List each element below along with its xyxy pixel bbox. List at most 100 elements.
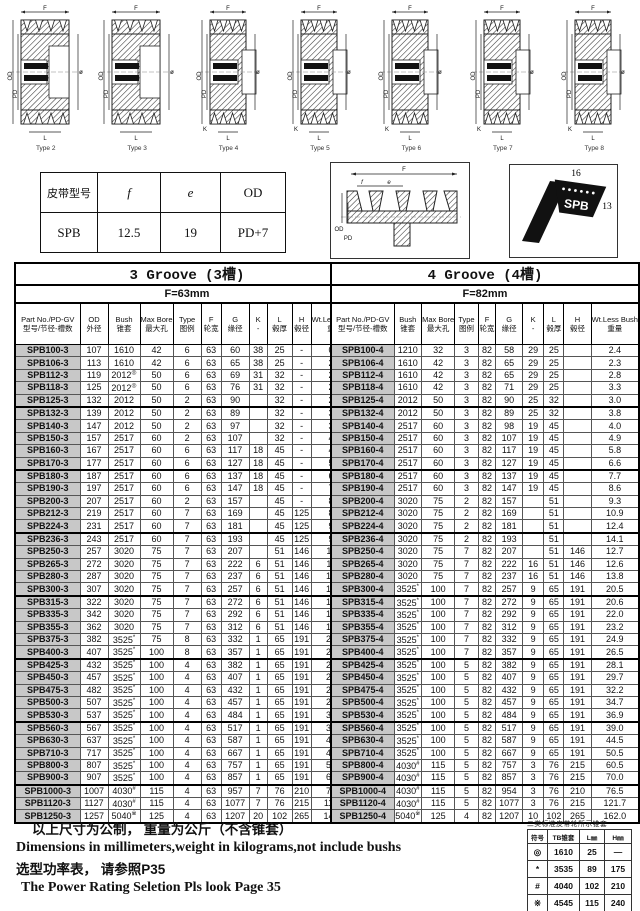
bush-row: #4040 102 210 xyxy=(527,877,632,895)
value-cell: 137 xyxy=(220,468,250,484)
value-cell: 4.0 xyxy=(590,419,640,433)
value-cell xyxy=(563,431,592,446)
value-cell: 125 xyxy=(291,507,312,521)
value-cell: 82 xyxy=(477,494,497,509)
value-cell: 75 xyxy=(139,620,174,635)
bush-row: ※ 4545 115 240 xyxy=(527,894,632,911)
svg-text:OD: OD xyxy=(335,227,345,233)
value-cell xyxy=(248,405,268,421)
value-cell: 6 xyxy=(248,620,268,635)
part-no-cell: SPB400-4 xyxy=(330,645,395,660)
value-cell: 65 xyxy=(543,746,565,760)
part-no-cell: SPB132-3 xyxy=(14,405,81,421)
bush-header-cell: TB锥套 xyxy=(547,829,580,844)
value-cell: 4 xyxy=(172,657,202,673)
value-cell: 65 xyxy=(266,720,293,736)
part-no-cell: SPB500-4 xyxy=(330,695,395,710)
value-cell xyxy=(563,368,592,383)
table-row: SPB315-332230207576327265114614.2 xyxy=(14,594,360,610)
table-row: SPB106-4 1610 42 3 82 65 29 25 2.3 xyxy=(330,356,640,370)
value-cell: 1 xyxy=(248,758,268,773)
value-cell: 7 xyxy=(172,545,202,559)
value-cell: 587 xyxy=(495,734,523,748)
value-cell: 32 xyxy=(266,368,293,383)
value-cell: - xyxy=(291,482,312,496)
value-cell: 191 xyxy=(291,708,312,723)
value-cell: 45 xyxy=(266,468,293,484)
table-row: SPB125-4 2012 50 3 82 90 25 32 3.0 xyxy=(330,393,640,408)
value-cell: 25 xyxy=(266,356,293,370)
value-cell: 18 xyxy=(248,444,268,458)
value-cell: 45 xyxy=(543,456,565,471)
value-cell: 2517 xyxy=(393,456,423,471)
value-cell: 90 xyxy=(495,393,523,408)
value-cell: 1610 xyxy=(107,356,141,370)
value-cell: 25 xyxy=(543,368,565,383)
value-cell: 63 xyxy=(200,758,222,773)
table-row: SPB212-4 3020 75 2 82 169 51 10.9 xyxy=(330,507,640,521)
value-cell: 6 xyxy=(248,557,268,572)
value-cell: 63 xyxy=(200,671,222,685)
value-cell: 484 xyxy=(220,708,250,723)
value-cell: 76.5 xyxy=(590,783,640,799)
value-cell: 3.0 xyxy=(590,393,640,408)
value-cell: 29 xyxy=(521,356,545,370)
figure-label: Type 2 xyxy=(35,145,56,152)
value-cell: 100 xyxy=(421,695,456,710)
value-cell: - xyxy=(291,405,312,421)
part-no-cell: SPB106-3 xyxy=(14,356,81,370)
value-cell: 191 xyxy=(563,594,592,610)
value-cell: 3020 xyxy=(107,620,141,635)
part-no-cell: SPB630-3 xyxy=(14,734,81,748)
value-cell: 25 xyxy=(543,356,565,370)
value-cell: 1210 xyxy=(393,343,423,358)
part-no-cell: SPB100-4 xyxy=(330,343,395,358)
value-cell: 32 xyxy=(266,393,293,408)
table-title: 4 Groove (4槽) xyxy=(330,262,640,286)
value-cell: 3 xyxy=(454,356,479,370)
value-cell: 65 xyxy=(543,608,565,622)
value-cell: - xyxy=(291,368,312,383)
svg-text:L: L xyxy=(134,136,138,142)
value-cell xyxy=(521,545,545,559)
value-cell: 167 xyxy=(79,444,109,458)
value-cell: 3020 xyxy=(107,570,141,584)
value-cell: 45 xyxy=(543,444,565,458)
value-cell: 3525* xyxy=(107,695,141,710)
value-cell: 19 xyxy=(521,419,545,433)
value-cell: 75 xyxy=(421,545,456,559)
value-cell: 32 xyxy=(266,381,293,395)
value-cell: 63 xyxy=(200,507,222,521)
value-cell: 146 xyxy=(563,545,592,559)
value-cell: 65 xyxy=(266,683,293,697)
value-cell: 65 xyxy=(266,695,293,710)
value-cell: 76 xyxy=(266,783,293,799)
value-cell: 7 xyxy=(248,783,268,799)
value-cell: 6 xyxy=(172,343,202,358)
value-cell: 82 xyxy=(477,456,497,471)
value-cell: 63 xyxy=(200,456,222,471)
value-cell: 36.9 xyxy=(590,708,640,723)
value-cell: 28.1 xyxy=(590,657,640,673)
value-cell: 537 xyxy=(79,708,109,723)
part-no-cell: SPB450-4 xyxy=(330,671,395,685)
table-row: SPB530-4 3525* 100 5 82 484 9 65 191 36.9 xyxy=(330,708,640,723)
part-no-cell: SPB710-4 xyxy=(330,746,395,760)
value-cell: 3525* xyxy=(393,608,423,622)
value-cell: 45 xyxy=(266,444,293,458)
value-cell: 60 xyxy=(139,482,174,496)
column-header: G 缘径 xyxy=(495,302,523,345)
table-title: 3 Groove (3槽) xyxy=(14,262,360,286)
value-cell: 146 xyxy=(291,620,312,635)
part-no-cell: SPB315-3 xyxy=(14,594,81,610)
value-cell: 65 xyxy=(266,758,293,773)
value-cell: 63 xyxy=(200,393,222,408)
table-row: SPB1120-4 4030# 115 5 82 1077 3 76 215 121.7 xyxy=(330,797,640,811)
